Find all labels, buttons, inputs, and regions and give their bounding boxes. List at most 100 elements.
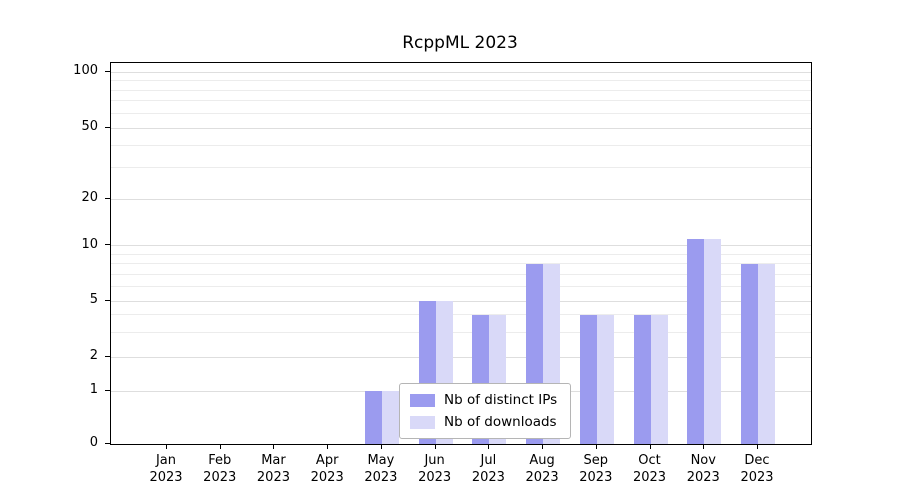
x-tick-mark <box>703 445 705 449</box>
x-tick-label: Dec 2023 <box>725 452 789 486</box>
x-tick-year: 2023 <box>418 470 452 485</box>
x-tick-mark <box>649 445 651 449</box>
gridline <box>111 245 811 247</box>
y-tick-label: 50 <box>81 119 98 135</box>
bar-oct-downloads <box>650 314 668 444</box>
gridline <box>111 80 811 82</box>
x-tick-mark <box>380 445 382 449</box>
x-tick-month: Aug <box>529 453 555 468</box>
bar-dec-ips <box>741 263 758 444</box>
y-tick-label: 100 <box>73 63 98 79</box>
x-tick-label: Mar 2023 <box>241 452 305 486</box>
gridline <box>111 356 811 358</box>
gridline <box>111 286 811 288</box>
bar-may-ips <box>364 391 382 444</box>
x-tick-mark <box>166 445 167 449</box>
gridline <box>111 253 811 255</box>
x-tick-year: 2023 <box>256 470 290 485</box>
x-tick-label: Sep 2023 <box>564 452 628 486</box>
x-tick-year: 2023 <box>203 470 237 485</box>
x-tick-year: 2023 <box>740 470 774 485</box>
y-tick-mark <box>105 442 110 444</box>
x-tick-year: 2023 <box>149 470 183 485</box>
x-tick-year: 2023 <box>310 470 344 485</box>
gridline <box>111 71 811 73</box>
x-tick-label: Nov 2023 <box>671 452 735 486</box>
legend-swatch-distinct-ips <box>410 393 435 407</box>
x-tick-label: May 2023 <box>349 452 413 486</box>
x-tick-month: Nov <box>690 453 716 468</box>
y-tick-mark <box>105 197 110 199</box>
x-tick-month: Mar <box>261 453 286 468</box>
y-tick-mark <box>105 126 110 128</box>
x-tick-mark <box>542 445 544 449</box>
x-tick-label: Jul 2023 <box>456 452 520 486</box>
legend-item-distinct-ips: Nb of distinct IPs <box>410 392 557 408</box>
x-tick-year: 2023 <box>579 470 613 485</box>
y-tick-label: 5 <box>89 292 98 308</box>
x-tick-mark <box>327 445 329 449</box>
legend-item-downloads: Nb of downloads <box>410 414 557 430</box>
bar-dec-downloads <box>758 263 775 444</box>
gridline <box>111 300 811 302</box>
x-tick-year: 2023 <box>686 470 720 485</box>
bar-oct-ips <box>633 314 651 444</box>
gridline <box>111 144 811 146</box>
x-tick-mark <box>595 445 597 449</box>
gridline <box>111 112 811 114</box>
gridline <box>111 100 811 102</box>
legend-label-distinct-ips: Nb of distinct IPs <box>444 392 558 408</box>
x-tick-mark <box>757 445 758 449</box>
gridline <box>111 331 811 333</box>
y-tick-mark <box>105 70 110 72</box>
x-tick-mark <box>488 445 490 449</box>
x-tick-month: Oct <box>638 453 661 468</box>
x-tick-label: Jan 2023 <box>134 452 198 486</box>
gridline <box>111 167 811 169</box>
gridline <box>111 198 811 200</box>
legend-swatch-downloads <box>410 415 435 429</box>
x-tick-month: Jun <box>424 453 445 468</box>
x-tick-month: Dec <box>744 453 770 468</box>
gridline <box>111 314 811 316</box>
bar-nov-downloads <box>704 239 722 444</box>
x-tick-year: 2023 <box>364 470 398 485</box>
x-tick-month: Jul <box>480 453 497 468</box>
chart-title: RcppML 2023 <box>402 33 518 53</box>
y-tick-mark <box>105 244 110 246</box>
y-tick-label: 10 <box>81 236 98 252</box>
x-tick-month: Sep <box>583 453 609 468</box>
x-tick-year: 2023 <box>525 470 559 485</box>
x-tick-mark <box>273 445 275 449</box>
x-tick-label: Oct 2023 <box>618 452 682 486</box>
x-tick-year: 2023 <box>471 470 505 485</box>
x-tick-label: Jun 2023 <box>403 452 467 486</box>
bar-sep-downloads <box>596 314 614 444</box>
gridline <box>111 89 811 91</box>
x-tick-year: 2023 <box>632 470 667 485</box>
x-tick-month: May <box>367 453 395 468</box>
x-tick-month: Jan <box>155 453 177 468</box>
x-tick-label: Apr 2023 <box>295 452 359 486</box>
x-tick-month: Feb <box>208 453 232 468</box>
bar-may-downloads <box>381 391 399 444</box>
y-tick-mark <box>105 355 110 357</box>
y-tick-mark <box>105 389 110 391</box>
x-tick-month: Apr <box>315 453 339 468</box>
y-tick-label: 2 <box>89 348 98 364</box>
gridline <box>111 127 811 129</box>
y-tick-label: 0 <box>89 435 98 450</box>
gridline <box>111 273 811 275</box>
x-tick-label: Feb 2023 <box>188 452 252 486</box>
x-tick-mark <box>434 445 436 449</box>
x-tick-label: Aug 2023 <box>510 452 574 486</box>
bar-nov-ips <box>687 239 705 444</box>
y-tick-label: 1 <box>89 382 98 398</box>
bar-sep-ips <box>579 314 597 444</box>
x-tick-mark <box>219 445 221 449</box>
plot-area: Nb of distinct IPs Nb of downloads <box>110 62 812 445</box>
y-tick-mark <box>105 299 110 301</box>
y-tick-label: 20 <box>81 190 98 206</box>
legend: Nb of distinct IPs Nb of downloads <box>399 383 572 439</box>
